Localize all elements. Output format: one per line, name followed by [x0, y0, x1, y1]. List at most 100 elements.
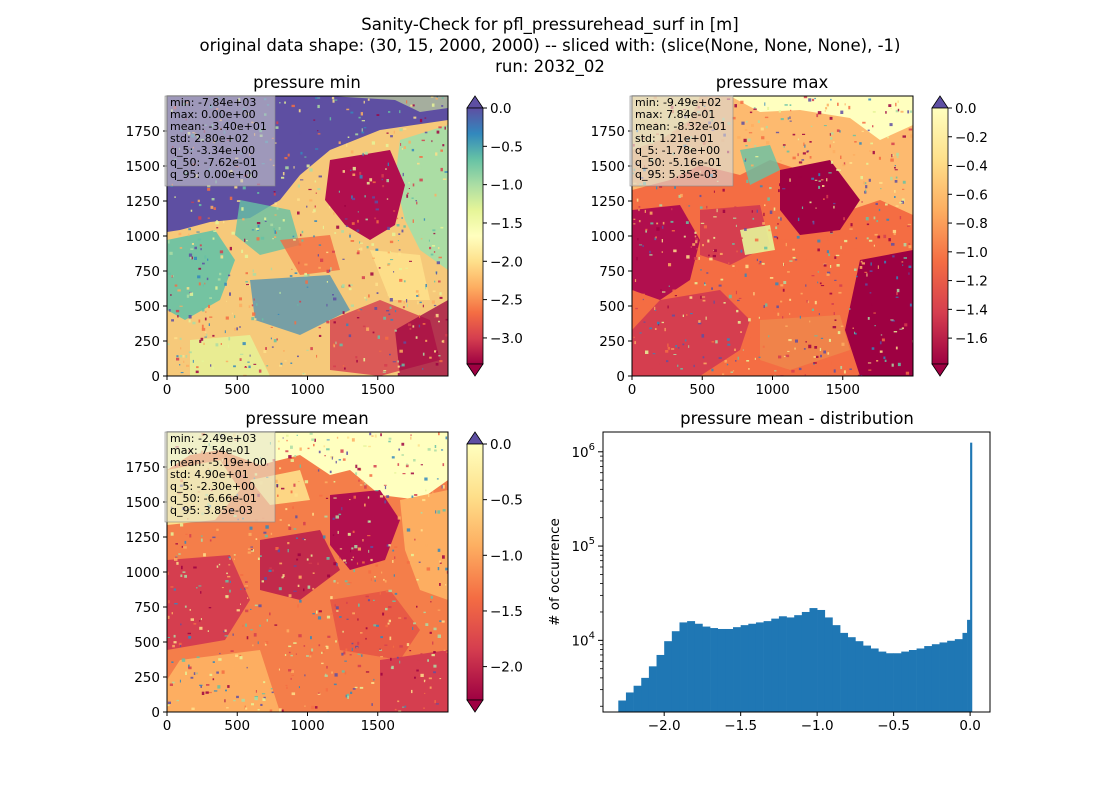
- colorbar: 0.0−0.5−1.0−1.5−2.0: [466, 431, 523, 713]
- speckle-dot: [818, 313, 820, 316]
- figure-title-line-2: original data shape: (30, 15, 2000, 2000…: [200, 36, 901, 55]
- speckle-dot: [788, 339, 792, 342]
- speckle-dot: [368, 549, 370, 553]
- speckle-dot: [280, 362, 283, 366]
- speckle-dot: [402, 706, 405, 708]
- speckle-dot: [351, 647, 353, 651]
- speckle-dot: [645, 229, 647, 233]
- speckle-dot: [256, 237, 260, 241]
- speckle-dot: [245, 281, 248, 283]
- speckle-dot: [432, 491, 434, 495]
- speckle-dot: [420, 512, 423, 514]
- speckle-dot: [441, 105, 444, 107]
- speckle-dot: [837, 102, 839, 106]
- speckle-dot: [736, 250, 738, 253]
- speckle-dot: [893, 331, 898, 333]
- speckle-dot: [713, 216, 717, 218]
- speckle-dot: [351, 438, 355, 442]
- speckle-dot: [201, 691, 205, 695]
- speckle-dot: [839, 284, 843, 287]
- speckle-dot: [406, 528, 411, 532]
- speckle-dot: [394, 472, 397, 474]
- speckle-dot: [170, 294, 172, 296]
- speckle-dot: [445, 567, 448, 571]
- speckle-dot: [371, 141, 375, 145]
- speckle-dot: [322, 225, 324, 230]
- speckle-dot: [279, 291, 281, 294]
- speckle-dot: [318, 244, 322, 246]
- speckle-dot: [814, 346, 818, 349]
- speckle-dot: [806, 150, 810, 152]
- speckle-dot: [735, 224, 737, 227]
- speckle-dot: [852, 134, 856, 137]
- speckle-dot: [355, 464, 358, 469]
- speckle-dot: [674, 186, 676, 189]
- speckle-dot: [273, 339, 277, 343]
- speckle-dot: [433, 251, 436, 253]
- speckle-dot: [848, 105, 851, 110]
- speckle-dot: [722, 373, 725, 375]
- speckle-dot: [812, 220, 815, 225]
- speckle-dot: [356, 562, 359, 565]
- speckle-dot: [297, 198, 300, 201]
- speckle-dot: [832, 150, 836, 154]
- speckle-dot: [910, 134, 913, 138]
- speckle-dot: [740, 331, 742, 333]
- speckle-dot: [778, 110, 781, 113]
- speckle-dot: [792, 133, 796, 136]
- speckle-dot: [253, 363, 257, 365]
- speckle-dot: [422, 498, 426, 502]
- speckle-dot: [385, 607, 388, 611]
- speckle-dot: [747, 336, 751, 339]
- speckle-dot: [264, 220, 267, 222]
- speckle-dot: [360, 247, 363, 251]
- speckle-dot: [437, 510, 441, 514]
- speckle-dot: [239, 656, 243, 660]
- speckle-dot: [231, 231, 235, 235]
- speckle-dot: [244, 705, 246, 710]
- speckle-dot: [901, 261, 904, 263]
- speckle-dot: [890, 158, 894, 162]
- speckle-dot: [191, 707, 195, 710]
- speckle-dot: [412, 325, 415, 328]
- speckle-dot: [294, 455, 297, 458]
- speckle-dot: [332, 250, 335, 253]
- speckle-dot: [334, 99, 338, 101]
- speckle-dot: [801, 159, 805, 161]
- histogram-bar: [710, 628, 719, 712]
- speckle-dot: [372, 331, 375, 334]
- speckle-dot: [823, 125, 827, 127]
- speckle-dot: [392, 645, 395, 648]
- speckle-dot: [795, 339, 798, 343]
- speckle-dot: [730, 371, 734, 373]
- speckle-dot: [357, 653, 361, 655]
- speckle-dot: [856, 275, 858, 278]
- speckle-dot: [386, 179, 389, 183]
- speckle-dot: [773, 236, 777, 238]
- speckle-dot: [328, 206, 331, 209]
- speckle-dot: [764, 102, 766, 106]
- speckle-dot: [308, 562, 313, 564]
- histogram-bar: [771, 618, 780, 712]
- speckle-dot: [797, 153, 799, 157]
- speckle-dot: [247, 361, 250, 363]
- speckle-dot: [257, 192, 260, 194]
- speckle-dot: [813, 356, 816, 358]
- speckle-dot: [685, 204, 688, 206]
- speckle-dot: [879, 341, 882, 345]
- stats-line: std: 4.90e+01: [170, 468, 249, 481]
- speckle-dot: [424, 477, 428, 481]
- speckle-dot: [195, 370, 199, 374]
- speckle-dot: [383, 370, 387, 372]
- speckle-dot: [685, 221, 689, 224]
- speckle-dot: [385, 624, 388, 628]
- speckle-dot: [406, 100, 408, 104]
- speckle-dot: [344, 205, 346, 207]
- speckle-dot: [879, 181, 883, 184]
- speckle-dot: [198, 585, 202, 587]
- panel-pressure-max: pressure max 0 500 1000 1500 02505007501000…: [591, 73, 988, 398]
- speckle-dot: [379, 648, 381, 650]
- speckle-dot: [274, 142, 277, 144]
- speckle-dot: [332, 99, 335, 103]
- histogram-bar: [618, 700, 627, 712]
